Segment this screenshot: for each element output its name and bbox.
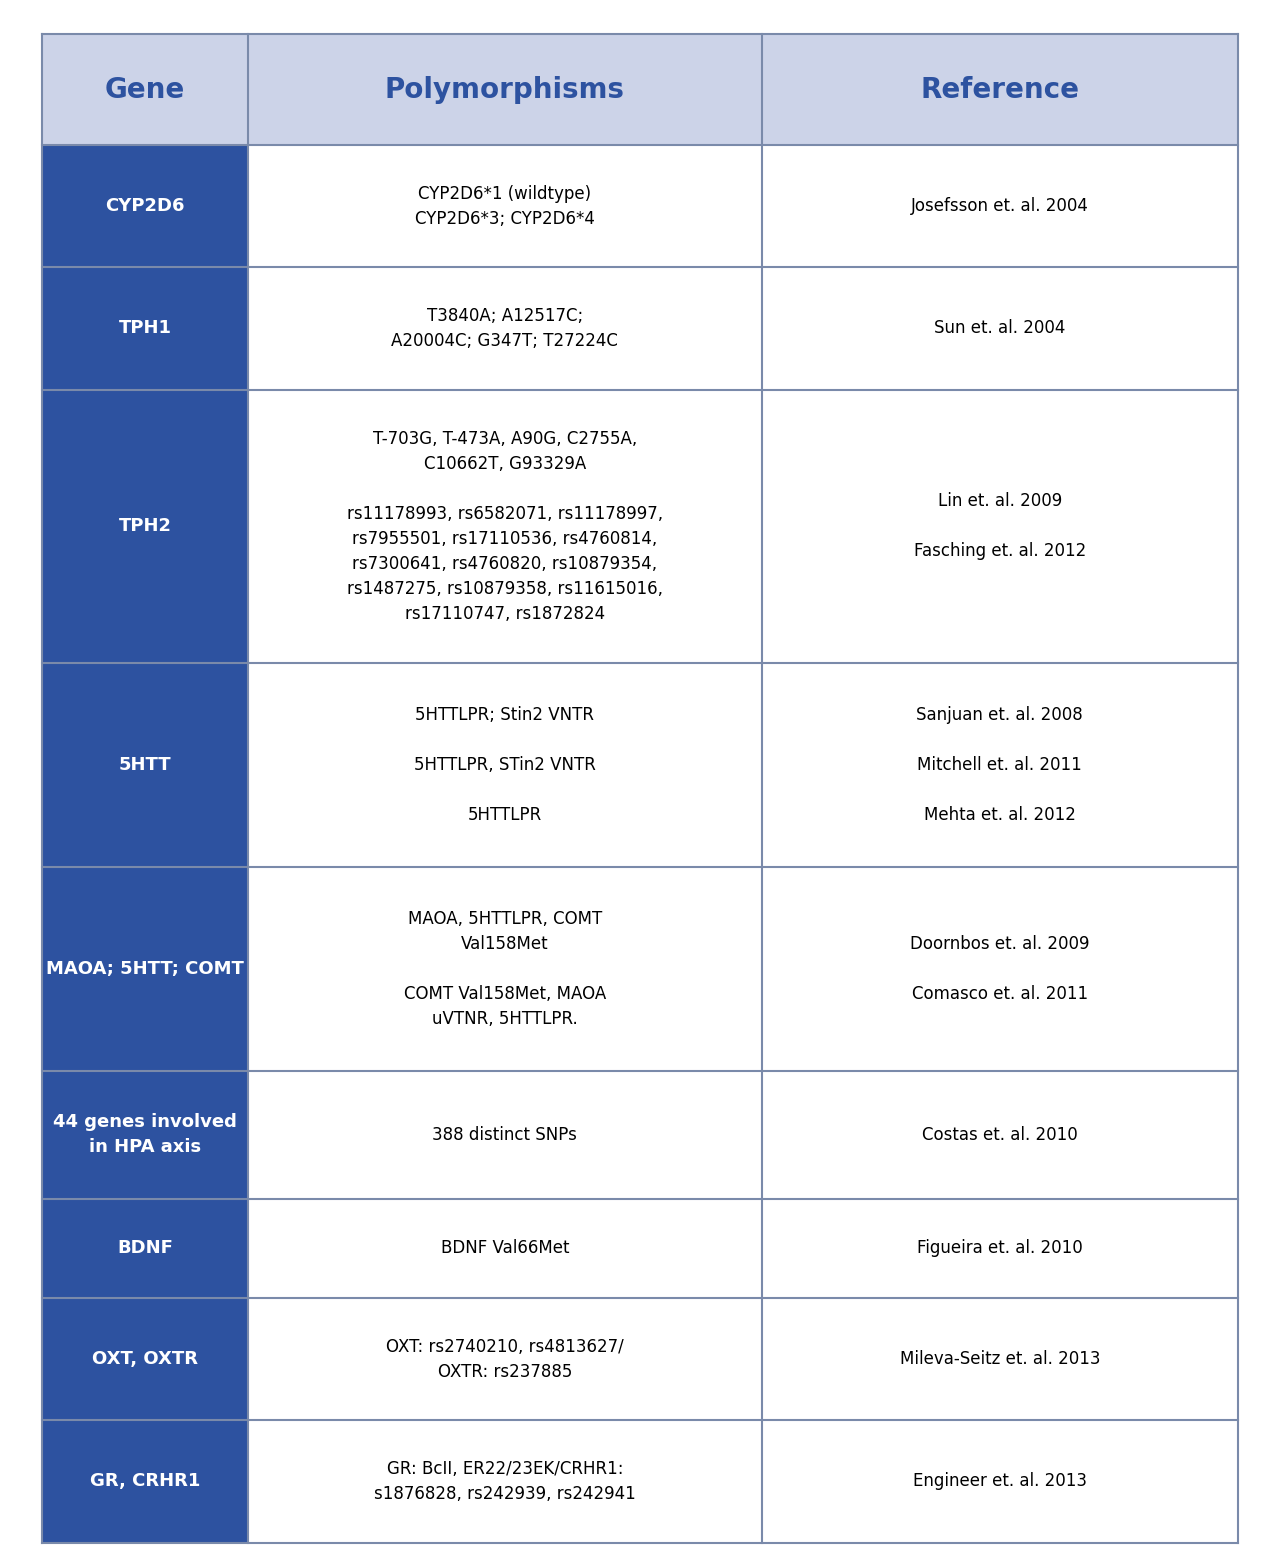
Bar [762, 1420, 1238, 1543]
Text: MAOA; 5HTT; COMT: MAOA; 5HTT; COMT [46, 960, 244, 979]
Text: 388 distinct SNPs: 388 distinct SNPs [433, 1126, 577, 1143]
Bar [762, 1298, 1238, 1420]
Text: Lin et. al. 2009

Fasching et. al. 2012: Lin et. al. 2009 Fasching et. al. 2012 [914, 492, 1085, 561]
Bar [42, 664, 248, 868]
Bar [762, 664, 1238, 868]
Text: T3840A; A12517C;
A20004C; G347T; T27224C: T3840A; A12517C; A20004C; G347T; T27224C [392, 307, 618, 349]
Text: Reference: Reference [920, 75, 1079, 103]
Text: CYP2D6: CYP2D6 [105, 197, 184, 215]
Bar [42, 1298, 248, 1420]
Text: Figueira et. al. 2010: Figueira et. al. 2010 [916, 1239, 1083, 1257]
Bar [248, 868, 762, 1071]
Bar [42, 268, 248, 390]
Bar [248, 268, 762, 390]
Text: Doornbos et. al. 2009

Comasco et. al. 2011: Doornbos et. al. 2009 Comasco et. al. 20… [910, 935, 1089, 1002]
Text: CYP2D6*1 (wildtype)
CYP2D6*3; CYP2D6*4: CYP2D6*1 (wildtype) CYP2D6*3; CYP2D6*4 [415, 185, 595, 227]
Bar [248, 146, 762, 268]
Bar [42, 146, 248, 268]
Bar [248, 1200, 762, 1298]
Text: GR, CRHR1: GR, CRHR1 [90, 1472, 200, 1491]
Bar [42, 1420, 248, 1543]
Text: MAOA, 5HTTLPR, COMT
Val158Met

COMT Val158Met, MAOA
uVTNR, 5HTTLPR.: MAOA, 5HTTLPR, COMT Val158Met COMT Val15… [403, 910, 605, 1027]
Bar [42, 868, 248, 1071]
Text: Sanjuan et. al. 2008

Mitchell et. al. 2011

Mehta et. al. 2012: Sanjuan et. al. 2008 Mitchell et. al. 20… [916, 706, 1083, 824]
Bar [762, 1071, 1238, 1200]
Bar [42, 390, 248, 664]
Bar [762, 1200, 1238, 1298]
Text: T-703G, T-473A, A90G, C2755A,
C10662T, G93329A

rs11178993, rs6582071, rs1117899: T-703G, T-473A, A90G, C2755A, C10662T, G… [347, 431, 663, 623]
Text: Josefsson et. al. 2004: Josefsson et. al. 2004 [911, 197, 1089, 215]
Text: OXT, OXTR: OXT, OXTR [92, 1350, 198, 1369]
Bar [762, 34, 1238, 146]
Text: BDNF Val66Met: BDNF Val66Met [440, 1239, 570, 1257]
Text: 5HTT: 5HTT [119, 756, 172, 774]
Bar [42, 34, 248, 146]
Bar [42, 1071, 248, 1200]
Text: TPH2: TPH2 [119, 517, 172, 536]
Text: TPH1: TPH1 [119, 319, 172, 338]
Bar [762, 146, 1238, 268]
Text: Mileva-Seitz et. al. 2013: Mileva-Seitz et. al. 2013 [900, 1350, 1100, 1369]
Text: OXT: rs2740210, rs4813627/
OXTR: rs237885: OXT: rs2740210, rs4813627/ OXTR: rs23788… [387, 1337, 623, 1381]
Text: BDNF: BDNF [116, 1239, 173, 1257]
Bar [248, 390, 762, 664]
Text: Engineer et. al. 2013: Engineer et. al. 2013 [913, 1472, 1087, 1491]
Text: Costas et. al. 2010: Costas et. al. 2010 [922, 1126, 1078, 1143]
Bar [248, 1298, 762, 1420]
Bar [248, 1071, 762, 1200]
Text: Sun et. al. 2004: Sun et. al. 2004 [934, 319, 1065, 338]
Text: GR: BcII, ER22/23EK/CRHR1:
s1876828, rs242939, rs242941: GR: BcII, ER22/23EK/CRHR1: s1876828, rs2… [374, 1460, 636, 1503]
Bar [248, 34, 762, 146]
Bar [248, 664, 762, 868]
Bar [248, 1420, 762, 1543]
Text: Gene: Gene [105, 75, 186, 103]
Text: 5HTTLPR; Stin2 VNTR

5HTTLPR, STin2 VNTR

5HTTLPR: 5HTTLPR; Stin2 VNTR 5HTTLPR, STin2 VNTR … [413, 706, 596, 824]
Bar [762, 268, 1238, 390]
Text: Polymorphisms: Polymorphisms [385, 75, 625, 103]
Text: 44 genes involved
in HPA axis: 44 genes involved in HPA axis [52, 1113, 237, 1156]
Bar [42, 1200, 248, 1298]
Bar [762, 390, 1238, 664]
Bar [762, 868, 1238, 1071]
